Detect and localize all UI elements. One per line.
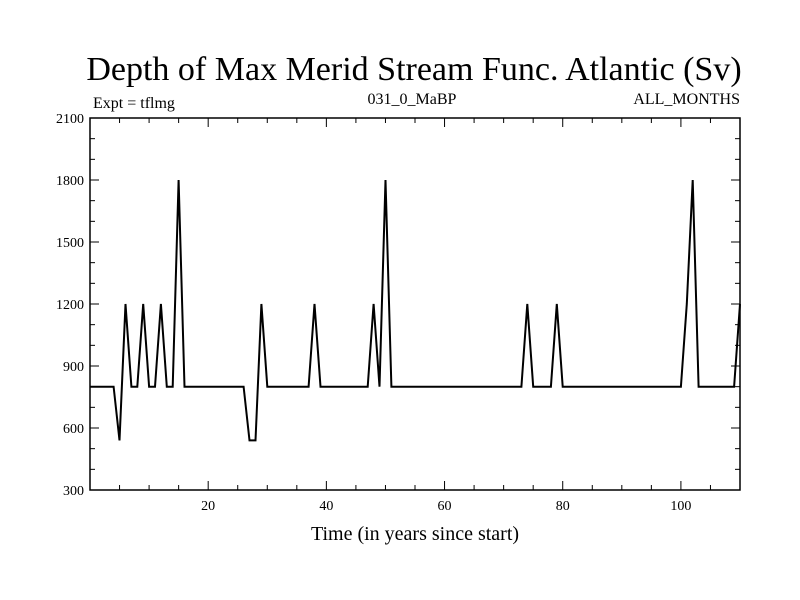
y-tick-label: 1500	[56, 236, 84, 251]
x-tick-label: 20	[201, 499, 215, 514]
y-tick-label: 300	[63, 484, 84, 499]
y-tick-label: 1800	[56, 174, 84, 189]
y-tick-label: 900	[63, 360, 84, 375]
series-line	[90, 179, 741, 442]
experiment-label: Expt = tflmg	[93, 95, 175, 112]
period-label: 031_0_MaBP	[368, 91, 457, 108]
x-axis-title: Time (in years since start)	[311, 523, 519, 545]
months-label: ALL_MONTHS	[633, 91, 740, 108]
x-tick-label: 80	[556, 499, 570, 514]
x-tick-label: 60	[438, 499, 452, 514]
y-axis-labels: 300 600 900 1200 1500 1800 2100	[56, 112, 84, 499]
y-tick-label: 2100	[56, 112, 84, 127]
x-tick-label: 100	[670, 499, 691, 514]
x-axis-ticks	[89, 118, 741, 490]
chart-title: Depth of Max Merid Stream Func. Atlantic…	[86, 51, 741, 88]
x-axis-labels: 20 40 60 80 100	[201, 499, 691, 514]
x-tick-label: 40	[319, 499, 333, 514]
y-tick-label: 600	[63, 422, 84, 437]
y-tick-label: 1200	[56, 298, 84, 313]
plot-frame	[89, 117, 741, 491]
y-axis-ticks	[90, 117, 740, 491]
